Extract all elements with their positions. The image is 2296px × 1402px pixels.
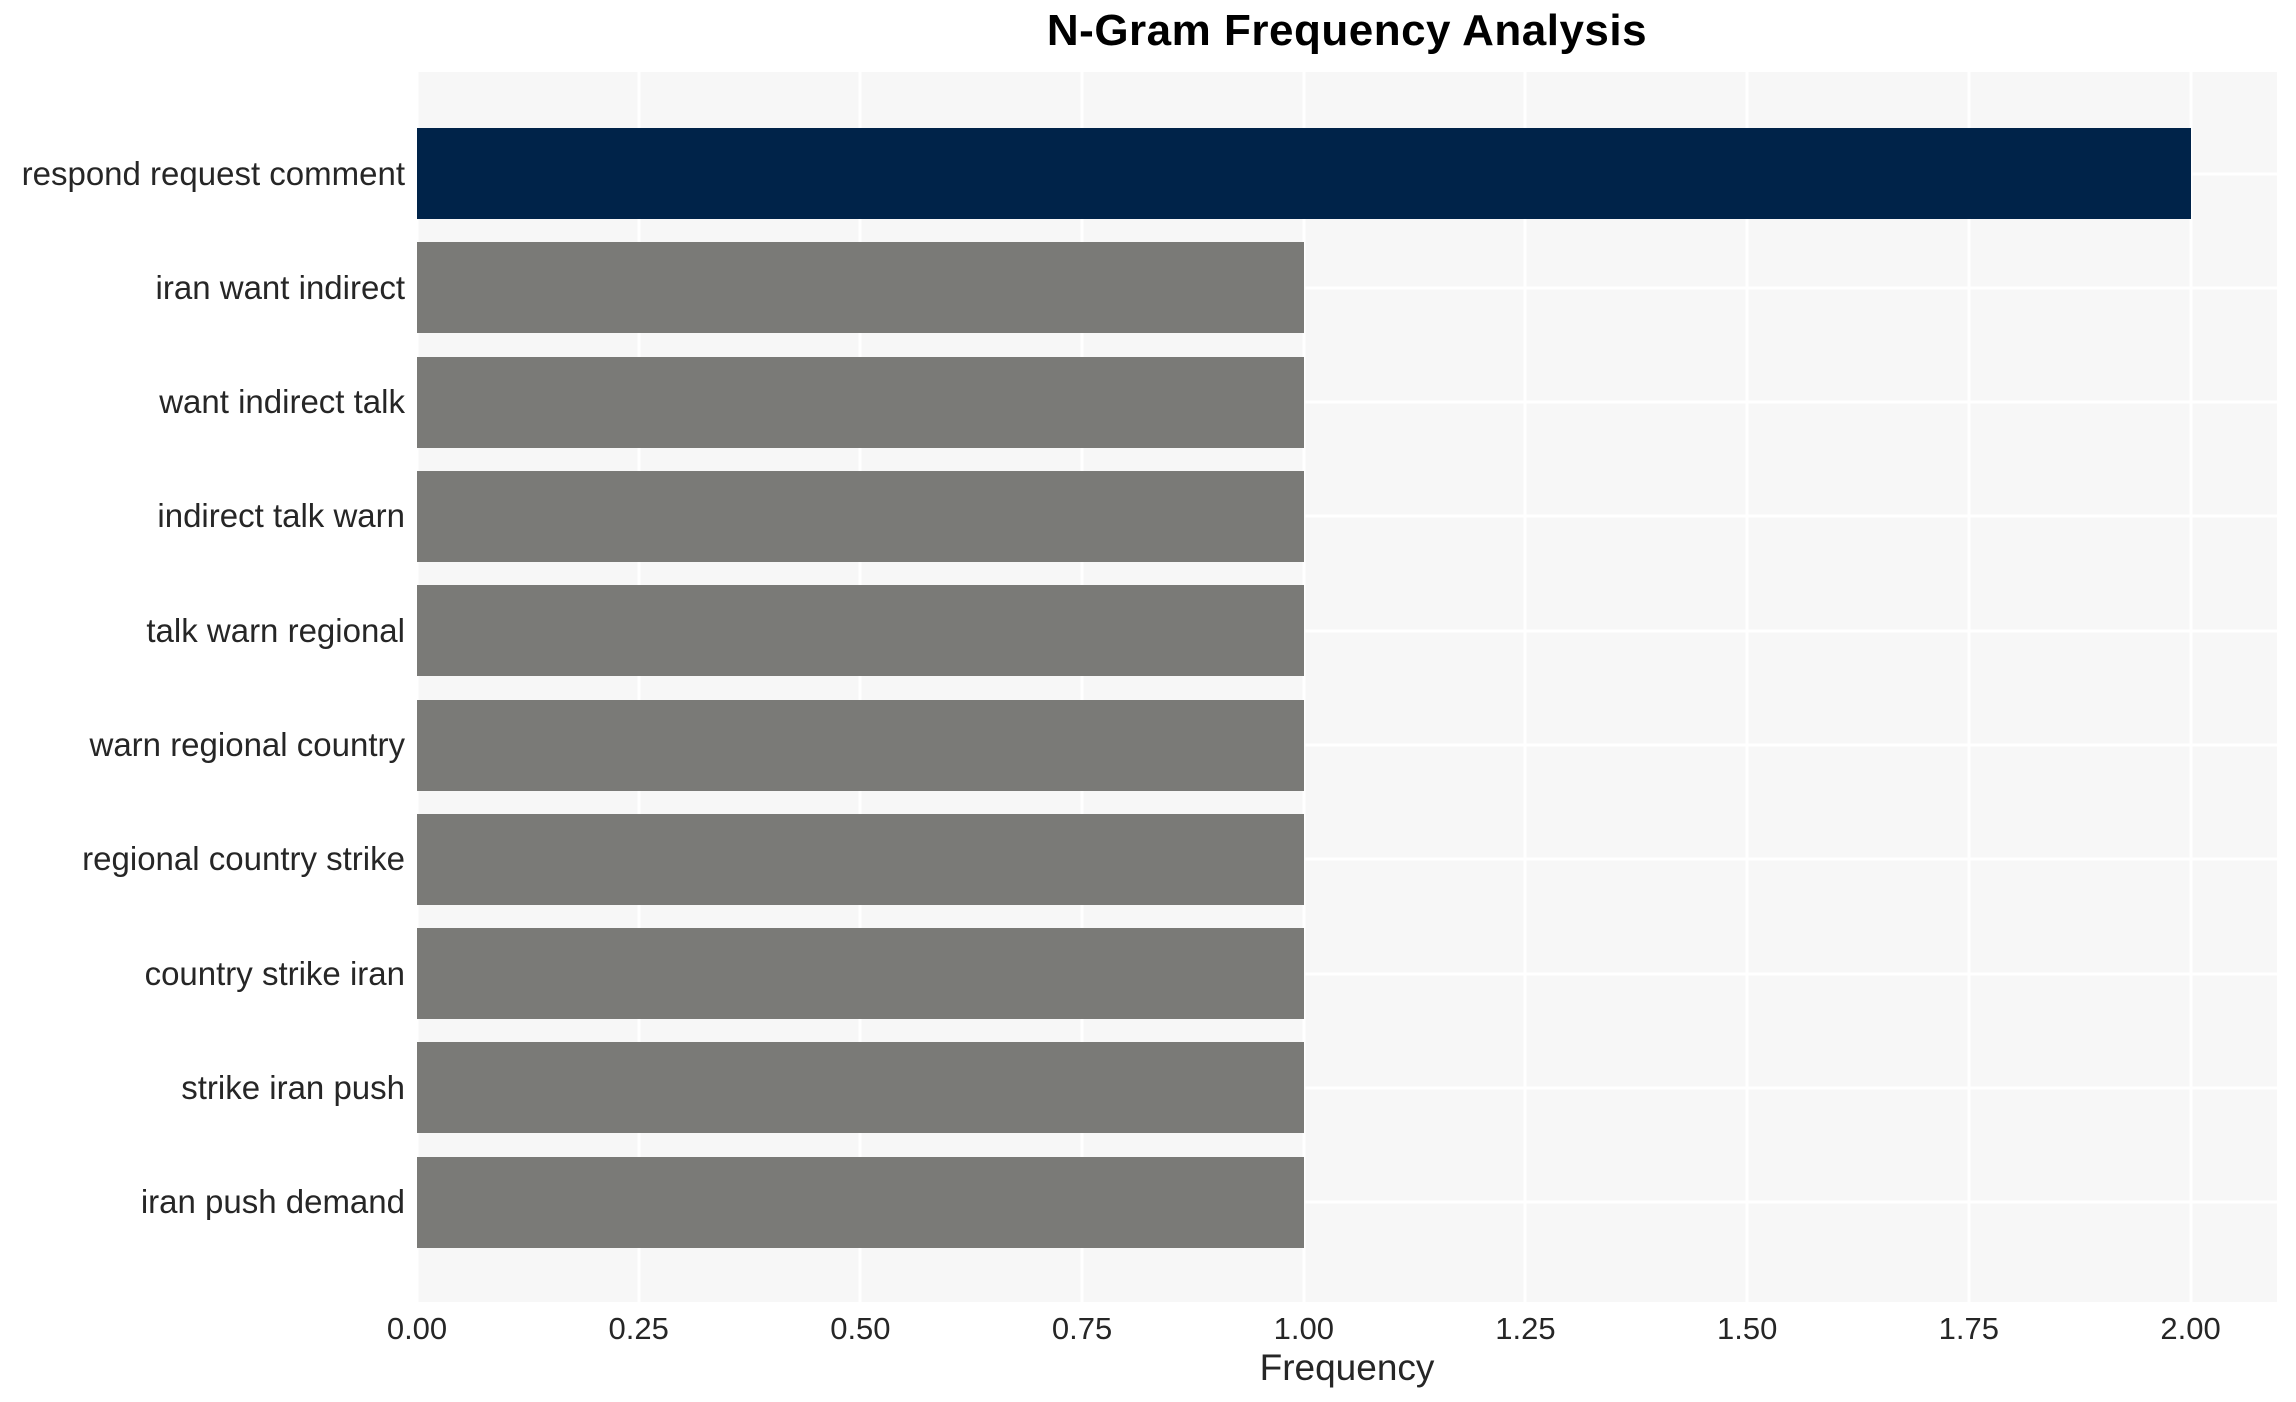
horizontal-gridline [417,857,2277,861]
chart-title: N-Gram Frequency Analysis [1046,6,1648,55]
horizontal-gridline [417,400,2277,404]
x-axis-ticks: 0.00 0.25 0.50 0.75 1.00 1.25 1.50 1.75 2.00 [387,1311,2277,1351]
bar-warn-regional-country [417,699,1304,791]
x-tick-label: 0.25 [608,1311,669,1346]
bar-regional-country-strike [417,813,1304,905]
horizontal-gridline [417,514,2277,518]
x-tick-label: 1.00 [1273,1311,1334,1346]
x-tick-label: 0.00 [386,1311,448,1346]
vertical-gridline [2189,72,2193,1302]
vertical-gridline [1745,72,1749,1302]
y-tick-label: indirect talk warn [157,497,405,535]
x-axis-label: Frequency [1259,1347,1435,1388]
horizontal-gridline [417,629,2277,633]
x-tick-label: 0.50 [830,1311,891,1346]
vertical-gridline [1080,72,1084,1302]
bar-country-strike-iran [417,928,1304,1020]
vertical-gridline [1523,72,1527,1302]
y-tick-label: want indirect talk [159,383,405,421]
y-tick-label: regional country strike [82,840,405,878]
horizontal-gridline [417,1086,2277,1090]
bar-strike-iran-push [417,1042,1304,1134]
bar-want-indirect-talk [417,356,1304,448]
vertical-gridline [1302,72,1306,1302]
y-axis-labels: respond request comment iran want indirec… [0,72,405,1302]
vertical-gridline [637,72,641,1302]
y-tick-label: strike iran push [181,1068,405,1106]
x-tick-label: 2.00 [2160,1311,2221,1346]
vertical-gridline [415,72,419,1302]
bar-respond-request-comment [417,128,2191,219]
vertical-gridline [1967,72,1971,1302]
x-tick-label: 0.75 [1051,1311,1113,1346]
vertical-gridline [858,72,862,1302]
horizontal-gridline [417,1200,2277,1204]
bar-iran-want-indirect [417,242,1304,334]
bar-indirect-talk-warn [417,470,1304,562]
y-tick-label: iran want indirect [155,268,405,306]
x-tick-label: 1.25 [1495,1311,1556,1346]
plot-area [415,72,2277,1302]
horizontal-gridline [417,972,2277,976]
y-tick-label: warn regional country [89,726,406,763]
bar-iran-push-demand [417,1156,1304,1248]
y-tick-label: respond request comment [21,154,405,192]
horizontal-gridline [417,286,2277,290]
bar-talk-warn-regional [417,585,1304,677]
y-tick-label: country strike iran [144,954,405,992]
x-tick-label: 1.75 [1938,1311,2000,1346]
y-tick-label: talk warn regional [146,611,405,649]
x-tick-label: 1.50 [1716,1311,1778,1346]
y-tick-label: iran push demand [140,1183,405,1221]
horizontal-gridline [417,743,2277,747]
